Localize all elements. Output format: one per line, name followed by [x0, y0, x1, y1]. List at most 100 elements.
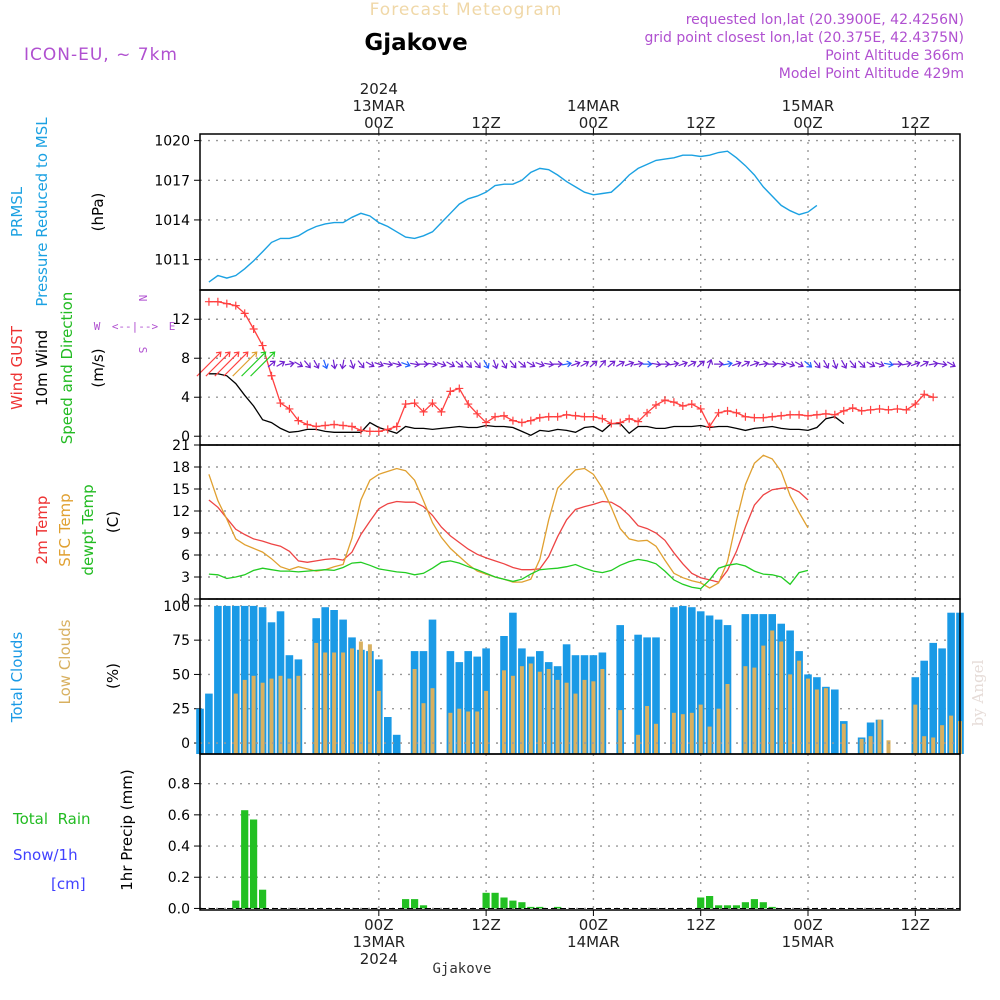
total-cloud-bar [392, 734, 401, 754]
precip-ytick-label: 0.2 [168, 870, 190, 886]
precip-frame [199, 753, 961, 911]
low-cloud-bar [707, 726, 712, 754]
gust-marker [500, 411, 508, 420]
wind-arrow-shape [732, 360, 742, 368]
wind-arrow [841, 359, 848, 369]
low-cloud-bar [886, 740, 891, 754]
gust-marker [285, 404, 294, 413]
wind-arrow [857, 360, 866, 368]
bottom-tick-label: 2024 [360, 950, 398, 968]
bottom-tick-group: 12Z [686, 910, 715, 934]
bottom-tick-label: 12Z [901, 916, 930, 934]
rain-bar [482, 892, 490, 909]
wind-arrow-shape [464, 360, 473, 368]
wind-arrow [553, 360, 564, 368]
wind-arrow [767, 360, 778, 368]
gust-marker [795, 410, 804, 419]
rain-bar [715, 905, 723, 909]
wind-arrow-shape [401, 361, 411, 368]
total-cloud-bars [196, 605, 964, 754]
rain-bar [232, 900, 240, 909]
wind-direction-arrows [196, 351, 956, 377]
low-cloud-bar [940, 725, 945, 754]
wind-arrow [937, 360, 948, 368]
pressure-label-prmsl: PRMSL [8, 186, 26, 237]
low-cloud-bar [689, 712, 694, 754]
gust-marker [383, 425, 392, 434]
gust-marker [920, 390, 929, 399]
wind-label-gust: Wind GUST [8, 325, 26, 410]
wind-arrow [464, 360, 473, 368]
wind-arrow-shape [857, 360, 866, 368]
wind-arrow-shape [920, 360, 929, 367]
wind-arrow-shape [892, 360, 903, 368]
wind-arrow [509, 360, 517, 369]
low-cloud-bar [269, 678, 274, 754]
wind-labels: Wind GUST 10m Wind Speed and Direction (… [8, 292, 175, 445]
wind-arrow [446, 361, 456, 368]
low-cloud-bar [502, 670, 506, 754]
wind-arrow [250, 351, 276, 377]
precip-label-snow: Snow/1h [13, 846, 78, 864]
wind-arrow [436, 361, 447, 368]
low-cloud-bar [296, 675, 301, 754]
wind-arrow [616, 360, 625, 367]
total-cloud-bar [929, 642, 937, 754]
total-cloud-bar [616, 625, 624, 754]
wind-arrow-shape [303, 360, 311, 369]
wind-arrow-shape [776, 360, 787, 368]
gust-marker [902, 405, 911, 414]
wind-arrow-shape [831, 359, 839, 370]
low-cloud-bar [251, 675, 256, 754]
wind-arrow-shape [928, 360, 939, 368]
gust-marker [508, 416, 517, 425]
rain-bar [723, 905, 732, 909]
low-cloud-bar [573, 693, 578, 754]
low-cloud-bar [555, 679, 560, 754]
wind-arrow-shape [714, 360, 725, 368]
wind-arrow [831, 359, 839, 370]
clouds-ytick-label: 50 [172, 667, 190, 683]
banner-title: Forecast Meteogram [370, 0, 563, 20]
gust-marker [303, 420, 312, 429]
low-cloud-bar [564, 682, 569, 754]
gust-marker [750, 413, 759, 422]
total-cloud-bar [947, 612, 955, 754]
wind-arrow [758, 360, 769, 368]
low-cloud-bar [743, 666, 748, 754]
rain-bar [411, 899, 419, 909]
gust-marker [893, 404, 902, 413]
total-cloud-bar [419, 651, 428, 754]
pressure-unit: (hPa) [89, 193, 107, 232]
gust-marker [204, 297, 213, 306]
wind-arrow [776, 360, 787, 368]
wind-arrow-shape [427, 360, 438, 368]
wind-arrow-shape [875, 361, 885, 368]
wind-arrow [920, 360, 929, 367]
gust-marker [455, 384, 464, 393]
total-cloud-bar [696, 611, 705, 754]
low-cloud-bar [797, 660, 802, 754]
rain-bar [509, 900, 517, 909]
precip-ytick-label: 0.8 [168, 777, 190, 793]
wind-arrow [427, 360, 438, 368]
wind-arrow [473, 360, 481, 369]
gust-marker [607, 419, 616, 428]
total-cloud-bar [643, 637, 651, 754]
rain-bar [768, 906, 776, 909]
low-cloud-bar [841, 723, 846, 754]
gust-marker [482, 418, 491, 427]
low-cloud-bar [519, 666, 524, 754]
clouds-ytick-label: 75 [172, 633, 190, 649]
wind-arrow-shape [946, 361, 956, 368]
wind-arrow-shape [241, 351, 267, 377]
pressure-grid: 1011 1014 1017 1020 [154, 134, 960, 290]
low-cloud-bar [618, 710, 623, 754]
gust-marker [321, 421, 330, 430]
gust-markers [204, 297, 938, 436]
low-cloud-bar [412, 669, 417, 754]
bottom-tick-group: 12Z [471, 910, 501, 934]
